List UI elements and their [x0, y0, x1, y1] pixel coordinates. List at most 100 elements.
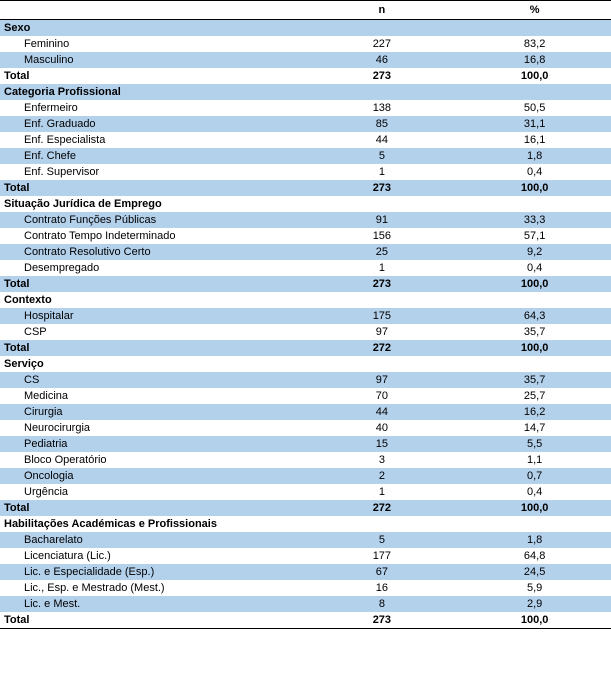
- row-n: 1: [306, 260, 459, 276]
- row-label: Medicina: [0, 388, 306, 404]
- section-header: Situação Jurídica de Emprego: [0, 196, 611, 212]
- row-label: Feminino: [0, 36, 306, 52]
- total-row: Total272100,0: [0, 500, 611, 516]
- total-row: Total273100,0: [0, 180, 611, 196]
- section-header: Sexo: [0, 20, 611, 37]
- empty-header: [0, 1, 306, 20]
- section-title: Habilitações Académicas e Profissionais: [0, 516, 611, 532]
- row-label: Desempregado: [0, 260, 306, 276]
- row-n: 70: [306, 388, 459, 404]
- table-row: Licenciatura (Lic.)17764,8: [0, 548, 611, 564]
- row-percent: 5,9: [458, 580, 611, 596]
- total-percent: 100,0: [458, 500, 611, 516]
- row-label: Oncologia: [0, 468, 306, 484]
- row-percent: 31,1: [458, 116, 611, 132]
- section-header: Categoria Profissional: [0, 84, 611, 100]
- total-row: Total273100,0: [0, 612, 611, 629]
- table-row: Lic., Esp. e Mestrado (Mest.)165,9: [0, 580, 611, 596]
- row-n: 16: [306, 580, 459, 596]
- table-row: Contrato Funções Públicas9133,3: [0, 212, 611, 228]
- total-percent: 100,0: [458, 68, 611, 84]
- row-n: 5: [306, 148, 459, 164]
- row-percent: 64,8: [458, 548, 611, 564]
- row-percent: 0,7: [458, 468, 611, 484]
- row-percent: 9,2: [458, 244, 611, 260]
- row-percent: 35,7: [458, 324, 611, 340]
- row-n: 85: [306, 116, 459, 132]
- table-row: Enf. Chefe51,8: [0, 148, 611, 164]
- row-percent: 83,2: [458, 36, 611, 52]
- row-n: 138: [306, 100, 459, 116]
- row-n: 25: [306, 244, 459, 260]
- row-percent: 1,1: [458, 452, 611, 468]
- section-title: Serviço: [0, 356, 611, 372]
- row-label: Lic. e Especialidade (Esp.): [0, 564, 306, 580]
- section-title: Categoria Profissional: [0, 84, 611, 100]
- row-n: 156: [306, 228, 459, 244]
- row-label: Bacharelato: [0, 532, 306, 548]
- row-n: 3: [306, 452, 459, 468]
- table-row: Cirurgia4416,2: [0, 404, 611, 420]
- table-row: Hospitalar17564,3: [0, 308, 611, 324]
- row-label: Contrato Resolutivo Certo: [0, 244, 306, 260]
- row-label: Enf. Supervisor: [0, 164, 306, 180]
- row-label: Cirurgia: [0, 404, 306, 420]
- total-n: 273: [306, 68, 459, 84]
- table-row: Oncologia20,7: [0, 468, 611, 484]
- total-percent: 100,0: [458, 180, 611, 196]
- section-title: Sexo: [0, 20, 611, 37]
- row-label: Enf. Graduado: [0, 116, 306, 132]
- column-header-row: n%: [0, 1, 611, 20]
- section-header: Habilitações Académicas e Profissionais: [0, 516, 611, 532]
- row-n: 40: [306, 420, 459, 436]
- row-label: Neurocirurgia: [0, 420, 306, 436]
- data-table: n%SexoFeminino22783,2Masculino4616,8Tota…: [0, 0, 611, 629]
- section-header: Serviço: [0, 356, 611, 372]
- row-n: 44: [306, 404, 459, 420]
- row-n: 97: [306, 372, 459, 388]
- total-percent: 100,0: [458, 612, 611, 629]
- row-percent: 25,7: [458, 388, 611, 404]
- row-n: 91: [306, 212, 459, 228]
- table-row: Neurocirurgia4014,7: [0, 420, 611, 436]
- row-n: 8: [306, 596, 459, 612]
- total-n: 273: [306, 180, 459, 196]
- row-percent: 14,7: [458, 420, 611, 436]
- table-row: Desempregado10,4: [0, 260, 611, 276]
- row-label: Hospitalar: [0, 308, 306, 324]
- row-percent: 2,9: [458, 596, 611, 612]
- total-label: Total: [0, 180, 306, 196]
- row-n: 67: [306, 564, 459, 580]
- row-percent: 16,8: [458, 52, 611, 68]
- row-percent: 1,8: [458, 148, 611, 164]
- row-n: 46: [306, 52, 459, 68]
- table-row: CS9735,7: [0, 372, 611, 388]
- row-percent: 0,4: [458, 164, 611, 180]
- section-header: Contexto: [0, 292, 611, 308]
- row-label: Enfermeiro: [0, 100, 306, 116]
- table-row: Medicina7025,7: [0, 388, 611, 404]
- row-percent: 57,1: [458, 228, 611, 244]
- row-label: Contrato Tempo Indeterminado: [0, 228, 306, 244]
- row-percent: 0,4: [458, 260, 611, 276]
- table-row: Enf. Especialista4416,1: [0, 132, 611, 148]
- section-title: Contexto: [0, 292, 611, 308]
- row-label: Bloco Operatório: [0, 452, 306, 468]
- table-row: Enfermeiro13850,5: [0, 100, 611, 116]
- table-row: Feminino22783,2: [0, 36, 611, 52]
- total-row: Total272100,0: [0, 340, 611, 356]
- row-percent: 24,5: [458, 564, 611, 580]
- row-label: CSP: [0, 324, 306, 340]
- row-label: CS: [0, 372, 306, 388]
- total-row: Total273100,0: [0, 276, 611, 292]
- row-label: Enf. Chefe: [0, 148, 306, 164]
- row-label: Contrato Funções Públicas: [0, 212, 306, 228]
- total-n: 273: [306, 276, 459, 292]
- row-n: 177: [306, 548, 459, 564]
- row-label: Pediatria: [0, 436, 306, 452]
- table-row: Bloco Operatório31,1: [0, 452, 611, 468]
- row-label: Enf. Especialista: [0, 132, 306, 148]
- total-percent: 100,0: [458, 276, 611, 292]
- row-percent: 35,7: [458, 372, 611, 388]
- total-label: Total: [0, 68, 306, 84]
